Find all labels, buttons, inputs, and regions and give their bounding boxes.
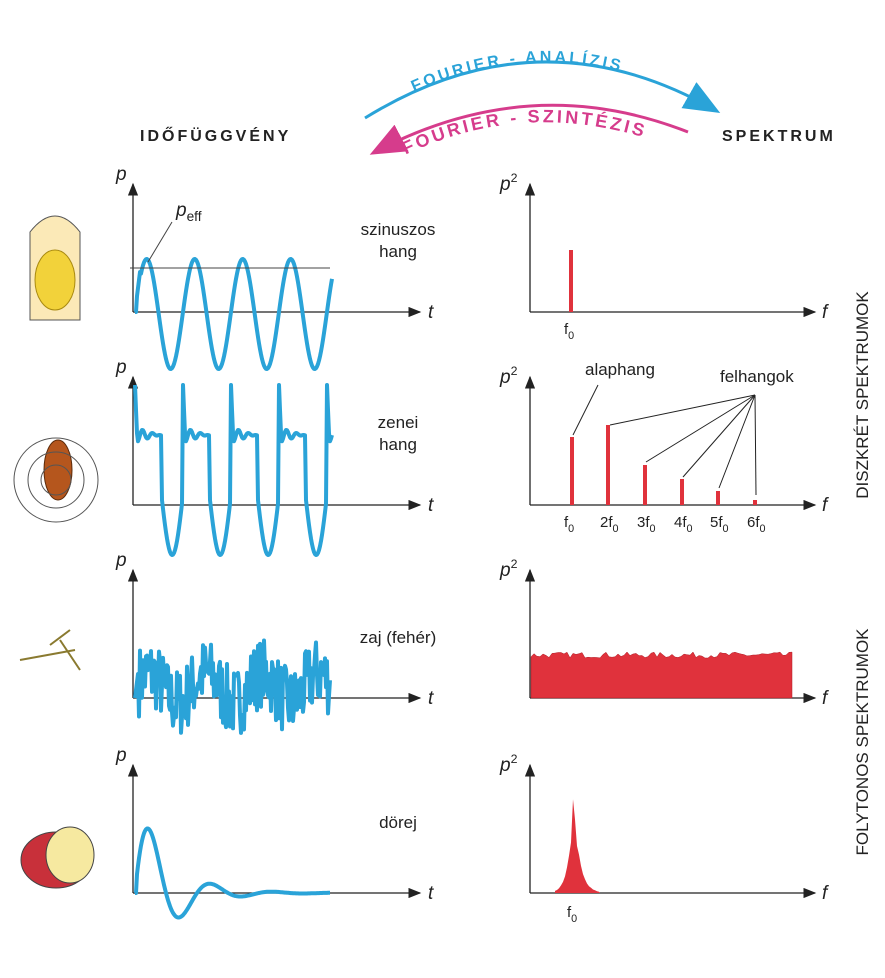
axis-label: f0: [567, 904, 577, 925]
spec-x-label: f: [822, 302, 829, 323]
time-y-label: p: [115, 745, 127, 766]
fundamental-label: alaphang: [585, 360, 655, 379]
waveform: [135, 385, 332, 555]
spec-x-label: f: [822, 688, 829, 709]
time-x-label: t: [428, 883, 434, 904]
row-label: hang: [379, 435, 417, 454]
discrete-label: DISZKRÉT SPEKTRUMOK: [853, 291, 872, 499]
spec-x-label: f: [822, 495, 829, 516]
time-domain-title: IDŐFÜGGVÉNY: [140, 126, 291, 145]
label-base: p: [499, 367, 511, 388]
label-sub: 0: [650, 523, 656, 535]
time-x-label: t: [428, 302, 434, 323]
canary-body: [35, 250, 75, 310]
analysis-text: FOURIER - ANALÍZIS: [409, 49, 625, 96]
spectral-line: [753, 500, 757, 505]
noise-spectrum: [531, 652, 792, 698]
label-sub: eff: [187, 209, 202, 224]
icon: [14, 631, 98, 715]
waveform: [135, 259, 332, 369]
label-sup: 2: [511, 171, 518, 185]
label-sup: 2: [511, 752, 518, 766]
spectral-line: [643, 465, 647, 505]
row-label: hang: [379, 242, 417, 261]
row-label: zenei: [378, 413, 419, 432]
spectral-line: [569, 250, 573, 312]
spectral-line: [606, 425, 610, 505]
synthesis-title: FOURIER - SZINTÉZIS: [399, 106, 650, 158]
synthesis-text: FOURIER - SZINTÉZIS: [399, 106, 650, 158]
label-sub: 0: [568, 330, 574, 342]
peak-spectrum: [555, 799, 600, 893]
axis-label: f0: [564, 321, 574, 342]
label-base: p: [499, 560, 511, 581]
time-x-label: t: [428, 495, 434, 516]
spec-x-label: f: [822, 883, 829, 904]
label-sup: 2: [511, 557, 518, 571]
axis-label: p2: [499, 752, 518, 776]
spectral-line: [570, 437, 574, 505]
axis-label: 6f0: [747, 514, 766, 535]
axis-label: f0: [564, 514, 574, 535]
label-sup: 2: [511, 364, 518, 378]
time-x-label: t: [428, 688, 434, 709]
label-base: 5f: [710, 514, 723, 531]
axis-label: 3f0: [637, 514, 656, 535]
waveform: [135, 829, 330, 918]
pointer: [719, 395, 755, 488]
p-eff-pointer: [148, 222, 172, 262]
label-base: p: [499, 755, 511, 776]
pointer: [646, 395, 755, 462]
label-base: 6f: [747, 514, 760, 531]
spectrum-title: SPEKTRUM: [722, 128, 836, 145]
time-y-label: p: [115, 357, 127, 378]
row-label: dörej: [379, 813, 417, 832]
drum-head: [46, 827, 94, 883]
continuous-label: FOLYTONOS SPEKTRUMOK: [853, 628, 872, 856]
label-sub: 0: [687, 523, 693, 535]
label-sub: 0: [613, 523, 619, 535]
label-base: 2f: [600, 514, 613, 531]
row-label: szinuszos: [361, 220, 436, 239]
label-sub: 0: [760, 523, 766, 535]
label-base: 4f: [674, 514, 687, 531]
time-y-label: p: [115, 550, 127, 571]
spectral-line: [716, 491, 720, 505]
overtones-label: felhangok: [720, 367, 794, 386]
diagram: FOURIER - ANALÍZIS FOURIER - SZINTÉZIS I…: [0, 0, 885, 978]
axis-label: p2: [499, 364, 518, 388]
mosquito-icon: [20, 630, 80, 670]
label-sub: 0: [568, 523, 574, 535]
axis-label: 4f0: [674, 514, 693, 535]
label-sub: 0: [723, 523, 729, 535]
axis-label: 2f0: [600, 514, 619, 535]
spectral-line: [680, 479, 684, 505]
row-label: zaj (fehér): [360, 628, 437, 647]
pointer: [755, 395, 756, 495]
axis-label: p2: [499, 557, 518, 581]
axis-label: peff: [175, 200, 202, 224]
time-y-label: p: [115, 164, 127, 185]
axis-label: p2: [499, 171, 518, 195]
label-base: p: [499, 174, 511, 195]
label-base: p: [175, 200, 187, 221]
pointer: [573, 385, 598, 435]
label-base: 3f: [637, 514, 650, 531]
label-sub: 0: [571, 913, 577, 925]
waveform: [135, 641, 330, 733]
analysis-title: FOURIER - ANALÍZIS: [409, 49, 625, 96]
axis-label: 5f0: [710, 514, 729, 535]
